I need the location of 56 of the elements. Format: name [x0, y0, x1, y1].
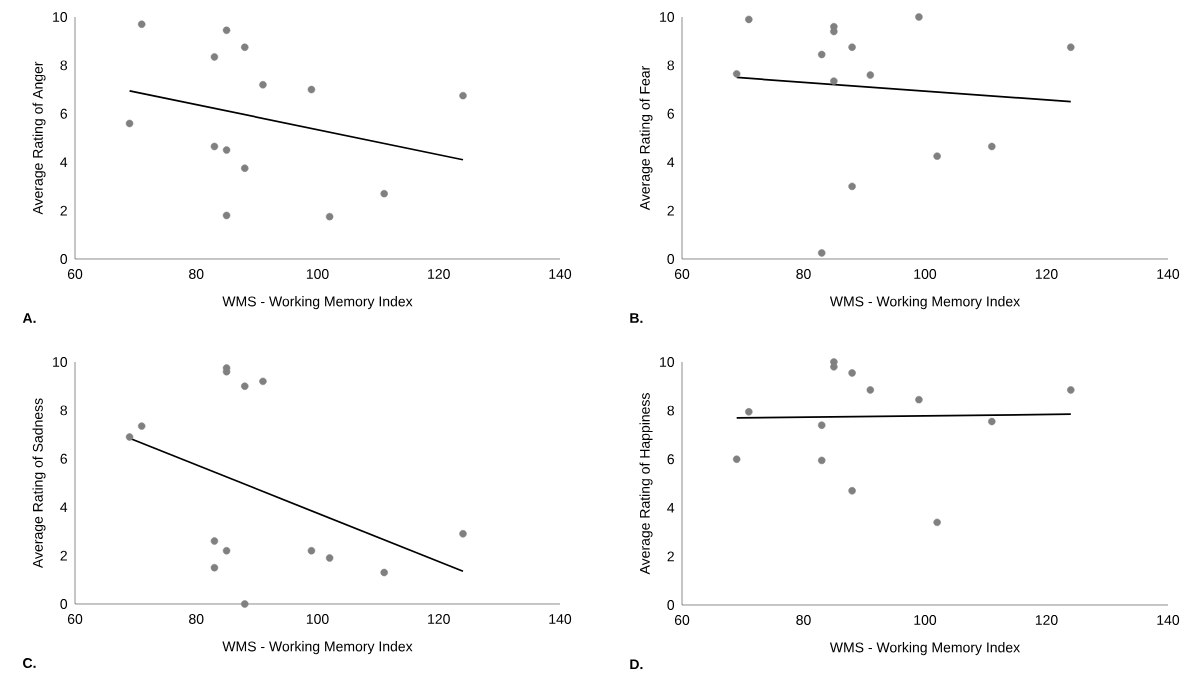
- y-tick-label: 0: [667, 254, 675, 264]
- y-axis-title: Average Rating of Fear: [639, 66, 653, 211]
- y-axis-title: Average Rating of Happiness: [639, 393, 653, 575]
- x-tick-label: 100: [306, 269, 329, 279]
- y-tick-label: 4: [667, 502, 675, 513]
- text: B.: [630, 313, 643, 323]
- y-tick-label: 2: [667, 205, 674, 216]
- y-tick-label: 6: [667, 108, 675, 119]
- y-tick-label: 8: [667, 60, 675, 71]
- x-tick-label: 120: [1035, 615, 1058, 625]
- y-tick-label: 8: [667, 405, 675, 416]
- y-tick-label: 0: [667, 600, 675, 610]
- x-tick-label: 140: [549, 269, 572, 279]
- x-tick-label: 60: [67, 269, 83, 279]
- y-axis-title: Average Rating of Sadness: [32, 398, 46, 569]
- y-tick-label: 8: [60, 60, 68, 71]
- y-tick-label: 10: [660, 357, 675, 367]
- x-tick-label: 60: [674, 615, 690, 625]
- x-tick-label: 120: [1035, 269, 1058, 279]
- text: A.: [22, 313, 36, 323]
- y-tick-label: 6: [60, 108, 68, 119]
- x-tick-label: 60: [674, 269, 690, 279]
- x-axis-title: WMS - Working Memory Index: [222, 296, 413, 310]
- y-tick-label: 10: [660, 12, 675, 22]
- x-tick-label: 140: [549, 614, 572, 624]
- x-tick-label: 120: [428, 269, 450, 279]
- text: C.: [23, 658, 36, 668]
- y-tick-label: 0: [60, 254, 68, 264]
- y-tick-label: 4: [667, 157, 675, 167]
- y-tick-label: 2: [60, 205, 67, 216]
- y-tick-label: 6: [667, 454, 675, 465]
- y-tick-label: 10: [53, 357, 68, 367]
- x-tick-label: 100: [914, 615, 937, 625]
- x-axis-title: WMS - Working Memory Index: [222, 641, 413, 655]
- y-tick-label: 0: [60, 599, 68, 609]
- x-axis-title: WMS - Working Memory Index: [829, 642, 1020, 656]
- y-tick-label: 4: [60, 502, 68, 512]
- x-tick-label: 140: [1157, 269, 1180, 279]
- x-tick-label: 120: [428, 614, 450, 624]
- y-tick-label: 2: [667, 551, 674, 562]
- x-tick-label: 100: [306, 614, 329, 624]
- x-tick-label: 140: [1157, 615, 1180, 625]
- y-tick-label: 10: [53, 12, 68, 22]
- x-tick-label: 100: [914, 269, 937, 279]
- text: D.: [630, 659, 643, 670]
- y-axis-title: Average Rating of Anger: [32, 61, 46, 215]
- y-tick-label: 2: [60, 550, 67, 561]
- y-tick-label: 4: [60, 157, 68, 167]
- x-tick-label: 60: [67, 614, 83, 624]
- y-tick-label: 8: [60, 405, 68, 416]
- x-tick-label: 80: [796, 615, 811, 625]
- x-tick-label: 80: [189, 614, 204, 624]
- x-axis-title: WMS - Working Memory Index: [829, 296, 1020, 310]
- x-tick-label: 80: [796, 269, 811, 279]
- y-tick-label: 6: [60, 453, 68, 464]
- x-tick-label: 80: [189, 269, 204, 279]
